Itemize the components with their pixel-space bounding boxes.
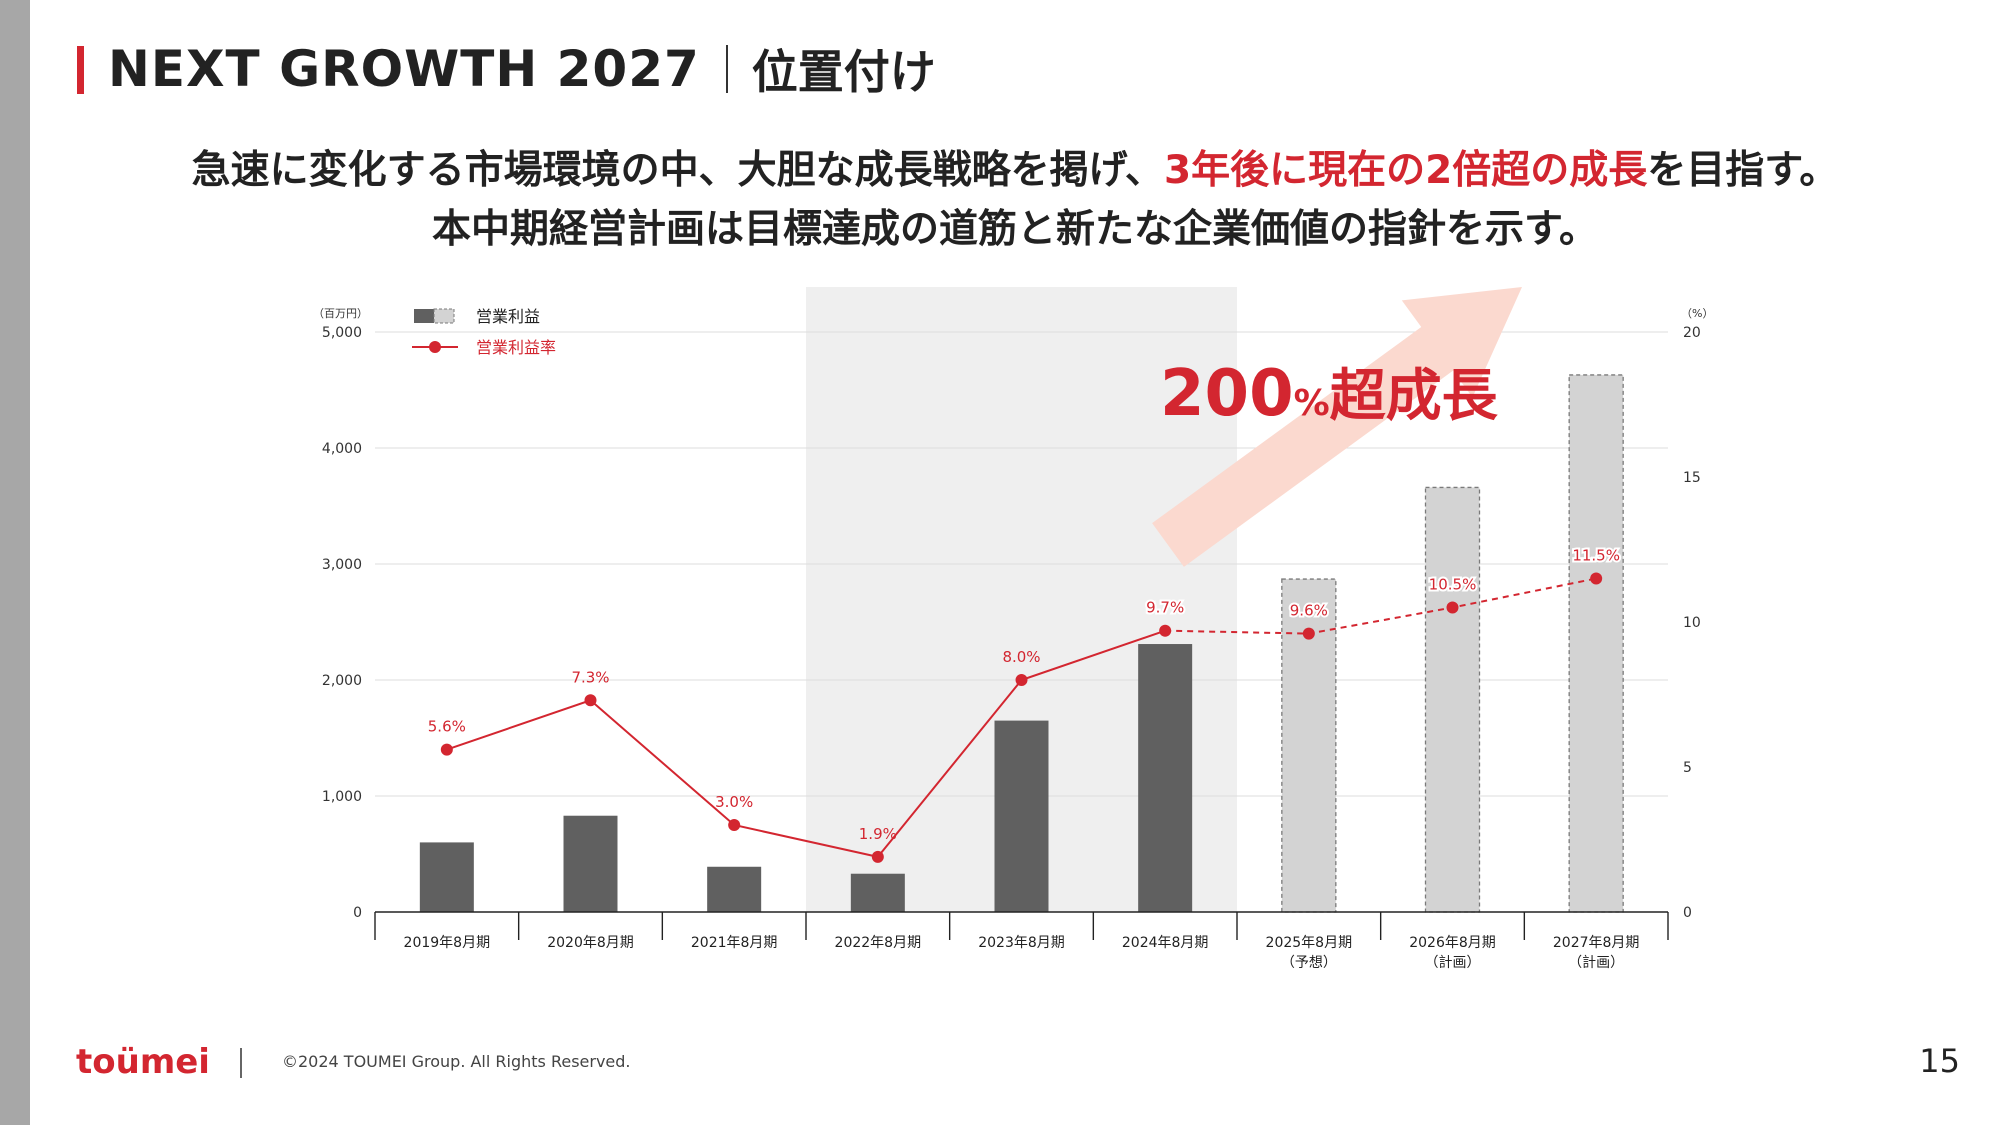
copyright-text: ©2024 TOUMEI Group. All Rights Reserved. <box>282 1052 631 1071</box>
margin-point-4 <box>871 850 884 863</box>
margin-point-7 <box>1302 627 1315 640</box>
legend-label-line: 営業利益率 <box>476 338 556 357</box>
title-en: NEXT GROWTH 2027 <box>108 40 700 98</box>
y-right-tick-label: 5 <box>1683 760 1692 776</box>
page-number: 15 <box>1919 1042 1960 1080</box>
x-tick-label: （予想） <box>1281 955 1337 971</box>
page-title: NEXT GROWTH 2027 位置付け <box>108 36 936 102</box>
margin-data-label: 9.7% <box>1146 599 1184 617</box>
x-tick-label: 2027年8月期 <box>1553 935 1640 951</box>
growth-annotation-text: 超成長 <box>1330 364 1499 429</box>
margin-data-label: 7.3% <box>571 668 609 686</box>
legend-line-marker <box>429 341 441 353</box>
growth-annotation-unit: % <box>1294 383 1330 424</box>
bar-4 <box>850 873 905 912</box>
lead-line-1-a: 急速に変化する市場環境の中、大胆な成長戦略を掲げ、 <box>191 148 1164 193</box>
company-logo: toümei <box>76 1042 210 1082</box>
margin-data-label: 8.0% <box>1002 648 1040 666</box>
margin-point-1 <box>440 743 453 756</box>
x-tick-label: （計画） <box>1568 955 1624 971</box>
y-right-tick-label: 20 <box>1683 325 1701 341</box>
margin-data-label: 1.9% <box>859 825 897 843</box>
y-left-tick-label: 3,000 <box>322 557 362 573</box>
title-ja: 位置付け <box>751 45 936 99</box>
footer-separator <box>240 1048 242 1078</box>
title-accent-mark <box>77 46 84 94</box>
margin-data-label: 5.6% <box>428 718 466 736</box>
margin-point-3 <box>728 819 741 831</box>
margin-point-5 <box>1015 674 1028 686</box>
margin-line-actual <box>446 629 1166 859</box>
legend-swatch-plan <box>433 308 455 324</box>
x-tick-label: 2024年8月期 <box>1122 935 1209 951</box>
y-right-tick-label: 15 <box>1683 470 1701 486</box>
margin-point-6 <box>1159 624 1172 637</box>
left-accent-bar <box>0 0 30 1125</box>
bar-2 <box>563 815 618 912</box>
margin-data-label: 3.0% <box>715 793 753 811</box>
x-tick-label: （計画） <box>1425 955 1481 971</box>
margin-data-label: 9.6% <box>1290 602 1328 620</box>
bar-1 <box>419 842 474 912</box>
legend-label-bar: 営業利益 <box>476 307 540 326</box>
lead-highlight: 3年後に現在の2倍超の成長 <box>1163 148 1648 193</box>
bar-6 <box>1138 644 1193 912</box>
margin-line-plan <box>1165 577 1597 635</box>
bar-8 <box>1424 486 1481 913</box>
lead-line-2: 本中期経営計画は目標達成の道筋と新たな企業価値の指針を示す。 <box>431 207 1599 252</box>
x-tick-label: 2022年8月期 <box>835 935 922 951</box>
lead-line-1-b: を目指す。 <box>1647 148 1839 193</box>
lead-line-1: 急速に変化する市場環境の中、大胆な成長戦略を掲げ、3年後に現在の2倍超の成長を目… <box>30 146 2000 196</box>
title-separator <box>725 45 728 93</box>
y-right-unit-label: （%） <box>1681 307 1713 320</box>
x-tick-label: 2020年8月期 <box>547 935 634 951</box>
bar-3 <box>707 866 762 912</box>
x-tick-label: 2025年8月期 <box>1266 935 1353 951</box>
growth-arrow <box>1152 287 1522 567</box>
legend-swatch-actual <box>414 309 434 323</box>
bar-5 <box>994 720 1049 912</box>
x-tick-label: 2026年8月期 <box>1409 935 1496 951</box>
bar-9 <box>1568 374 1624 913</box>
y-left-unit-label: （百万円） <box>313 307 368 320</box>
growth-annotation: 200%超成長 <box>1160 357 1499 431</box>
x-tick-label: 2019年8月期 <box>404 935 491 951</box>
margin-point-8 <box>1446 601 1459 614</box>
margin-data-label: 10.5% <box>1429 576 1477 594</box>
y-right-tick-label: 0 <box>1683 905 1692 921</box>
x-tick-label: 2021年8月期 <box>691 935 778 951</box>
margin-data-label: 11.5% <box>1572 547 1620 565</box>
y-left-tick-label: 0 <box>353 905 362 921</box>
y-left-tick-label: 2,000 <box>322 673 362 689</box>
margin-point-2 <box>584 694 597 707</box>
y-left-tick-label: 5,000 <box>322 325 362 341</box>
x-tick-label: 2023年8月期 <box>978 935 1065 951</box>
growth-annotation-number: 200 <box>1160 357 1294 431</box>
y-right-tick-label: 10 <box>1683 615 1701 631</box>
y-left-tick-label: 1,000 <box>322 789 362 805</box>
margin-point-9 <box>1590 572 1603 585</box>
y-left-tick-label: 4,000 <box>322 441 362 457</box>
